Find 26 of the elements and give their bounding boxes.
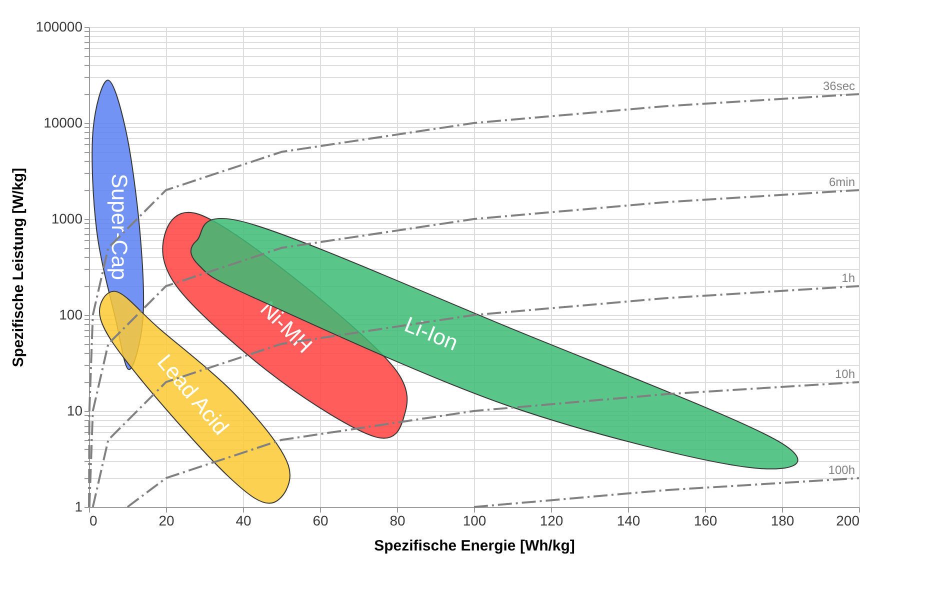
series-label: Li-Ion bbox=[401, 312, 462, 356]
y-axis-title: Spezifische Leistung [W/kg] bbox=[10, 168, 27, 368]
x-tick-label: 180 bbox=[770, 512, 794, 528]
series-label: 1h bbox=[842, 271, 855, 286]
x-tick-label: 20 bbox=[158, 512, 174, 528]
series-label: 36sec bbox=[822, 79, 855, 94]
x-tick-label: 100 bbox=[462, 512, 486, 528]
y-tick-label: 100 bbox=[59, 306, 83, 322]
x-tick-label: 140 bbox=[616, 512, 640, 528]
y-tick-label: 10 bbox=[66, 402, 83, 418]
x-tick-label: 200 bbox=[836, 512, 860, 528]
series-label: 100h bbox=[828, 463, 855, 478]
y-tick-label: 10000 bbox=[44, 114, 83, 130]
x-tick-label: 60 bbox=[312, 512, 328, 528]
x-tick-label: 120 bbox=[540, 512, 564, 528]
x-tick-label: 160 bbox=[694, 512, 718, 528]
x-axis-title: Spezifische Energie [Wh/kg] bbox=[374, 538, 575, 554]
y-tick-label: 100000 bbox=[36, 18, 83, 34]
series-label: 6min bbox=[828, 175, 855, 190]
series-label: 10h bbox=[834, 367, 855, 382]
x-tick-label: 80 bbox=[390, 512, 406, 528]
x-tick-label: 40 bbox=[236, 512, 252, 528]
series-label: Super-Cap bbox=[106, 174, 132, 280]
y-tick-label: 1 bbox=[74, 498, 83, 514]
y-tick-label: 1000 bbox=[51, 210, 83, 226]
x-tick-label: 0 bbox=[90, 512, 98, 528]
